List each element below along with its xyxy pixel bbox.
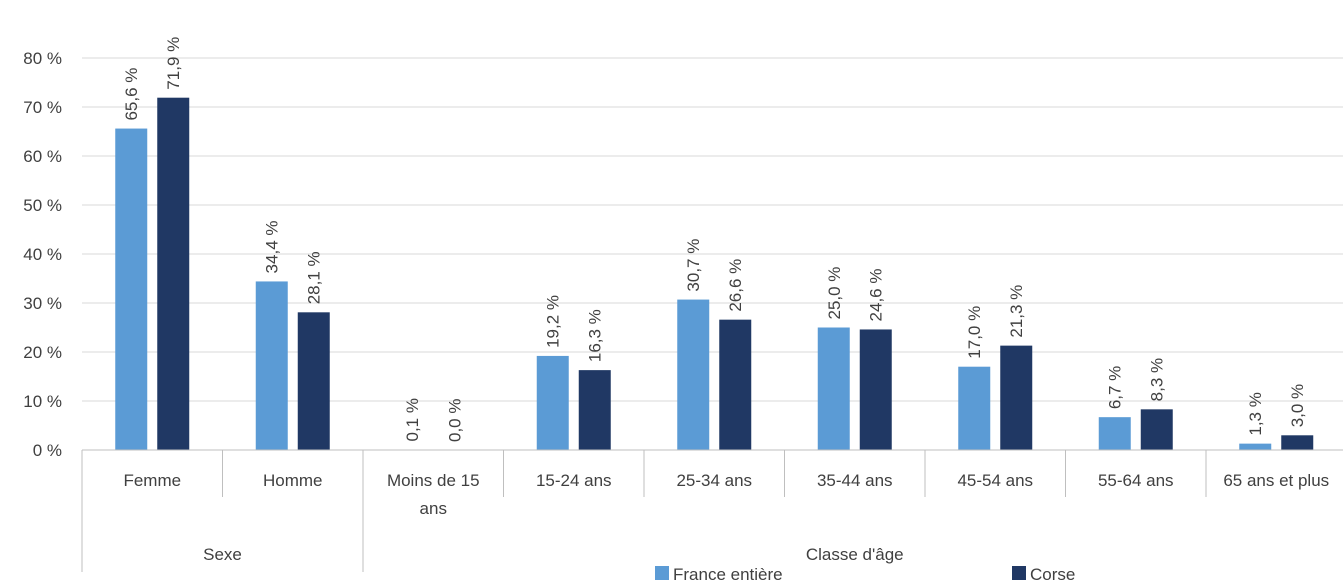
category-label: 55-64 ans [1098,471,1174,490]
data-label: 3,0 % [1288,384,1307,427]
category-label: 65 ans et plus [1223,471,1329,490]
y-tick-label: 40 % [23,245,62,264]
data-label: 16,3 % [586,309,605,362]
y-tick-label: 30 % [23,294,62,313]
y-tick-label: 70 % [23,98,62,117]
y-tick-label: 20 % [23,343,62,362]
bar-corse [1000,345,1033,450]
bar-france-entiere [817,327,850,450]
legend-swatch [655,566,669,580]
data-label: 17,0 % [965,306,984,359]
bar-france-entiere [536,355,569,450]
data-label: 0,0 % [445,399,464,442]
bar-corse [1140,409,1173,450]
bar-france-entiere [1098,417,1131,450]
y-axis: 0 % 10 % 20 % 30 % 40 % 50 % 60 % 70 % 80 % [23,49,62,460]
data-label: 65,6 % [122,68,141,121]
category-label: 15-24 ans [536,471,612,490]
data-label: 30,7 % [684,239,703,292]
legend-swatch [1012,566,1026,580]
data-label: 0,1 % [403,398,422,441]
data-label: 24,6 % [867,269,886,322]
bar-corse [859,329,892,450]
bar-corse [157,97,190,450]
category-label: 35-44 ans [817,471,893,490]
bar-france-entiere [115,128,148,450]
legend-label: France entière [673,565,783,583]
y-tick-label: 50 % [23,196,62,215]
bars [115,97,1314,450]
data-label: 1,3 % [1246,392,1265,435]
bar-france-entiere [1239,443,1272,450]
data-label: 25,0 % [825,267,844,320]
data-label: 19,2 % [544,295,563,348]
data-label: 71,9 % [164,37,183,90]
bar-france-entiere [958,366,991,450]
legend-label: Corse [1030,565,1075,583]
data-label: 28,1 % [305,251,324,304]
bar-france-entiere [255,281,288,450]
bar-corse [1281,435,1314,450]
group-label: Classe d'âge [806,545,904,564]
y-tick-label: 10 % [23,392,62,411]
category-label: Homme [263,471,323,490]
category-label: Moins de 15 [387,471,480,490]
group-label: Sexe [203,545,242,564]
data-labels: 65,6 % 34,4 % 0,1 % 19,2 % 30,7 % 25,0 % 17,0 … [122,37,1307,442]
bar-france-entiere [677,299,710,450]
grid-lines [82,57,1343,402]
category-label: ans [420,499,447,518]
legend: France entière Corse [655,565,1075,583]
x-axis: Femme Homme Moins de 15 ans 15-24 ans 25-34 a… [81,449,1343,572]
y-tick-label: 0 % [33,441,62,460]
data-label: 34,4 % [263,221,282,274]
category-label: 45-54 ans [957,471,1033,490]
y-tick-label: 60 % [23,147,62,166]
category-label: 25-34 ans [676,471,752,490]
category-label: Femme [123,471,181,490]
bar-corse [297,312,330,450]
bar-corse [719,319,752,450]
y-tick-label: 80 % [23,49,62,68]
data-label: 26,6 % [726,259,745,312]
data-label: 8,3 % [1148,358,1167,401]
data-label: 6,7 % [1106,366,1125,409]
data-label: 21,3 % [1007,285,1026,338]
bar-corse [578,370,611,450]
